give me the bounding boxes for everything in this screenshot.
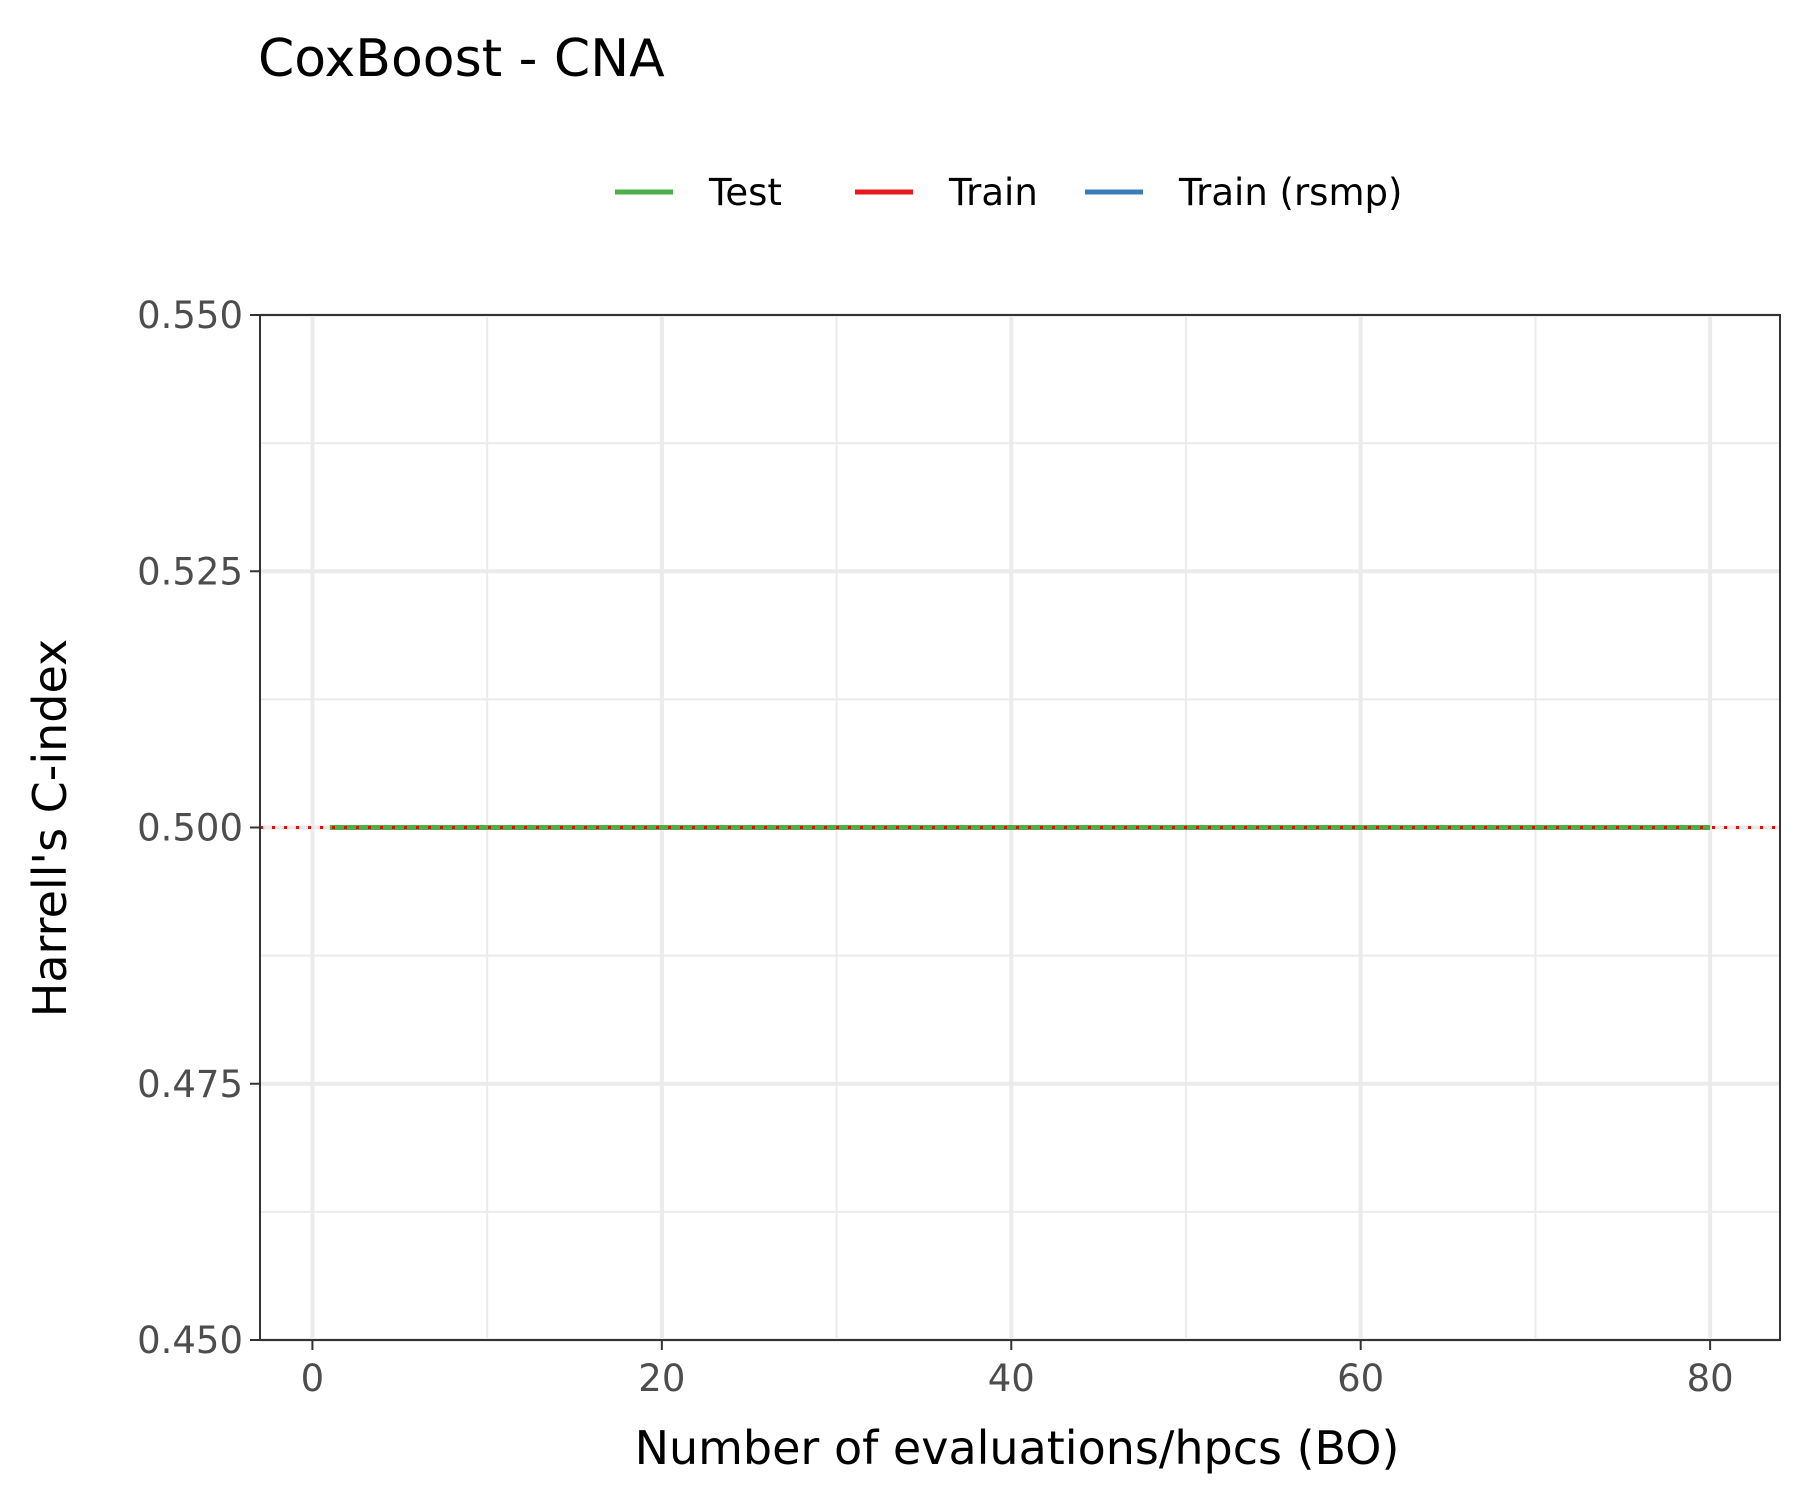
x-tick-label: 0 bbox=[301, 1357, 325, 1400]
y-axis: 0.450 0.475 0.500 0.525 0.550 bbox=[137, 294, 260, 1362]
y-tick-label: 0.550 bbox=[137, 294, 243, 337]
chart-title: CoxBoost - CNA bbox=[258, 29, 665, 89]
x-axis-title: Number of evaluations/hpcs (BO) bbox=[635, 1421, 1400, 1475]
legend-label-train-rsmp: Train (rsmp) bbox=[1178, 171, 1402, 214]
y-tick-label: 0.525 bbox=[137, 550, 243, 593]
x-axis: 0 20 40 60 80 bbox=[301, 1340, 1734, 1400]
y-tick-label: 0.500 bbox=[137, 807, 243, 850]
x-tick-label: 80 bbox=[1687, 1357, 1734, 1400]
y-tick-label: 0.450 bbox=[137, 1319, 243, 1362]
x-tick-label: 40 bbox=[988, 1357, 1035, 1400]
legend: Test Train Train (rsmp) bbox=[615, 171, 1402, 214]
legend-label-train: Train bbox=[948, 171, 1038, 214]
legend-label-test: Test bbox=[708, 171, 782, 214]
y-tick-label: 0.475 bbox=[137, 1063, 243, 1106]
y-axis-title: Harrell's C-index bbox=[23, 639, 77, 1017]
x-tick-label: 60 bbox=[1337, 1357, 1384, 1400]
x-tick-label: 20 bbox=[638, 1357, 685, 1400]
